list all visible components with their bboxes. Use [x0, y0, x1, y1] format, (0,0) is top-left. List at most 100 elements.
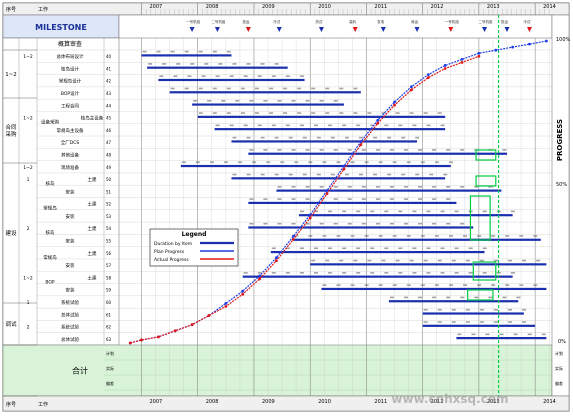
actual-progress-line-point	[241, 292, 245, 296]
bar-value-tick	[263, 198, 268, 200]
bar-value-tick	[198, 50, 203, 53]
bar-value-tick	[257, 272, 262, 274]
row-ref: 40	[106, 54, 112, 59]
duration-bar	[192, 103, 344, 106]
bar-value-tick	[342, 124, 347, 127]
bar-value-tick	[384, 124, 389, 127]
actual-progress-line-point	[173, 329, 177, 333]
bar-value-tick	[384, 272, 389, 274]
actual-progress-line-point	[128, 341, 132, 345]
actual-progress-line	[130, 55, 480, 344]
duration-bar	[276, 189, 502, 192]
bar-value-tick	[370, 247, 375, 250]
bar-value-tick	[299, 272, 304, 274]
bar-value-tick	[440, 247, 445, 250]
bar-value-tick	[468, 272, 473, 274]
bar-value-tick	[336, 161, 341, 164]
bar-value-tick	[184, 87, 189, 90]
year-axis: 2007 2007 2008 2008 2009 2009 2010 2010 2011 2011…	[141, 3, 556, 405]
bar-value-tick	[522, 259, 527, 262]
bar-value-tick	[418, 296, 423, 299]
actual-progress-line-point	[410, 88, 413, 92]
bar-value-tick	[448, 284, 453, 286]
duration-bar	[298, 214, 513, 217]
milestone-text: 商运	[411, 19, 418, 24]
bar-value-tick	[446, 186, 451, 188]
duration-bar	[293, 238, 541, 241]
row-task: 核岛设计	[61, 65, 79, 72]
row-task: 土建	[88, 176, 97, 183]
bar-value-tick	[440, 272, 445, 274]
row-number: 1~2	[23, 165, 33, 171]
duration-bar	[388, 300, 519, 303]
bar-value-tick	[288, 173, 293, 176]
bar-value-tick	[446, 149, 451, 151]
actual-progress-line-point	[291, 237, 295, 241]
bar-value-tick	[342, 210, 347, 213]
bar-value-tick	[387, 173, 392, 176]
bar-value-tick	[364, 235, 369, 237]
row-ref: 54	[106, 226, 112, 231]
row-task: 土建	[88, 250, 97, 257]
bar-value-tick	[361, 198, 366, 200]
bar-value-tick	[508, 308, 513, 311]
row-ref: 50	[106, 177, 112, 182]
bar-value-tick	[463, 284, 468, 286]
bar-value-tick	[367, 112, 372, 114]
bar-value-tick	[333, 222, 338, 225]
bar-value-tick	[263, 149, 268, 151]
row-ref: 59	[106, 288, 112, 293]
bar-value-tick	[299, 124, 304, 127]
duration-bar	[321, 287, 547, 291]
bar-value-tick	[434, 235, 439, 237]
highlight-box	[472, 261, 497, 281]
row-ref: 47	[106, 140, 112, 145]
bar-value-tick	[263, 222, 268, 225]
bar-value-tick	[401, 136, 406, 139]
milestone-text: 一号机组	[186, 19, 200, 24]
bar-value-tick	[367, 259, 372, 262]
bar-value-tick	[285, 75, 290, 77]
bar-value-tick	[195, 161, 200, 164]
bar-value-tick	[257, 124, 262, 127]
bar-value-tick	[508, 321, 513, 323]
duration-bar	[147, 66, 288, 69]
bar-value-tick	[249, 99, 254, 102]
task-table	[2, 37, 120, 346]
bar-value-tick	[344, 173, 349, 176]
duration-bar	[456, 337, 547, 340]
header-col-no: 序号	[6, 6, 16, 13]
actual-progress-line-point	[140, 338, 143, 342]
bar-value-tick	[316, 173, 321, 176]
duration-bar	[310, 263, 547, 266]
group-label: 采购	[5, 130, 17, 138]
year-label-bottom: 2011	[374, 399, 387, 405]
bar-value-tick	[502, 296, 507, 299]
bar-value-tick	[426, 210, 431, 213]
bar-value-tick	[463, 235, 468, 237]
bar-value-tick	[204, 63, 209, 65]
bar-value-tick	[344, 136, 349, 139]
milestone-text: 投运	[501, 19, 509, 24]
milestone-triangle	[245, 27, 251, 32]
bar-value-tick	[226, 112, 231, 114]
bar-value-tick	[316, 136, 321, 139]
bar-value-tick	[277, 186, 282, 188]
bar-value-tick	[389, 186, 394, 188]
bar-value-tick	[505, 284, 510, 286]
row-ref: 43	[106, 91, 112, 96]
bar-value-tick	[249, 149, 254, 151]
bar-value-tick	[395, 112, 400, 114]
plan-progress-line-point	[477, 51, 481, 55]
bar-value-tick	[198, 112, 203, 114]
bar-value-tick	[266, 161, 271, 164]
bar-value-tick	[283, 87, 288, 90]
milestone-triangle	[214, 27, 220, 32]
bar-value-tick	[215, 124, 220, 127]
watermark: www.cnhxsq.com	[391, 392, 508, 406]
pct-50-label: 50%	[556, 182, 567, 188]
total-right-label: 实际	[555, 365, 563, 371]
actual-progress-line-point	[376, 122, 380, 125]
row-task: 系统试验	[61, 324, 79, 331]
row-ref: 51	[106, 189, 112, 194]
